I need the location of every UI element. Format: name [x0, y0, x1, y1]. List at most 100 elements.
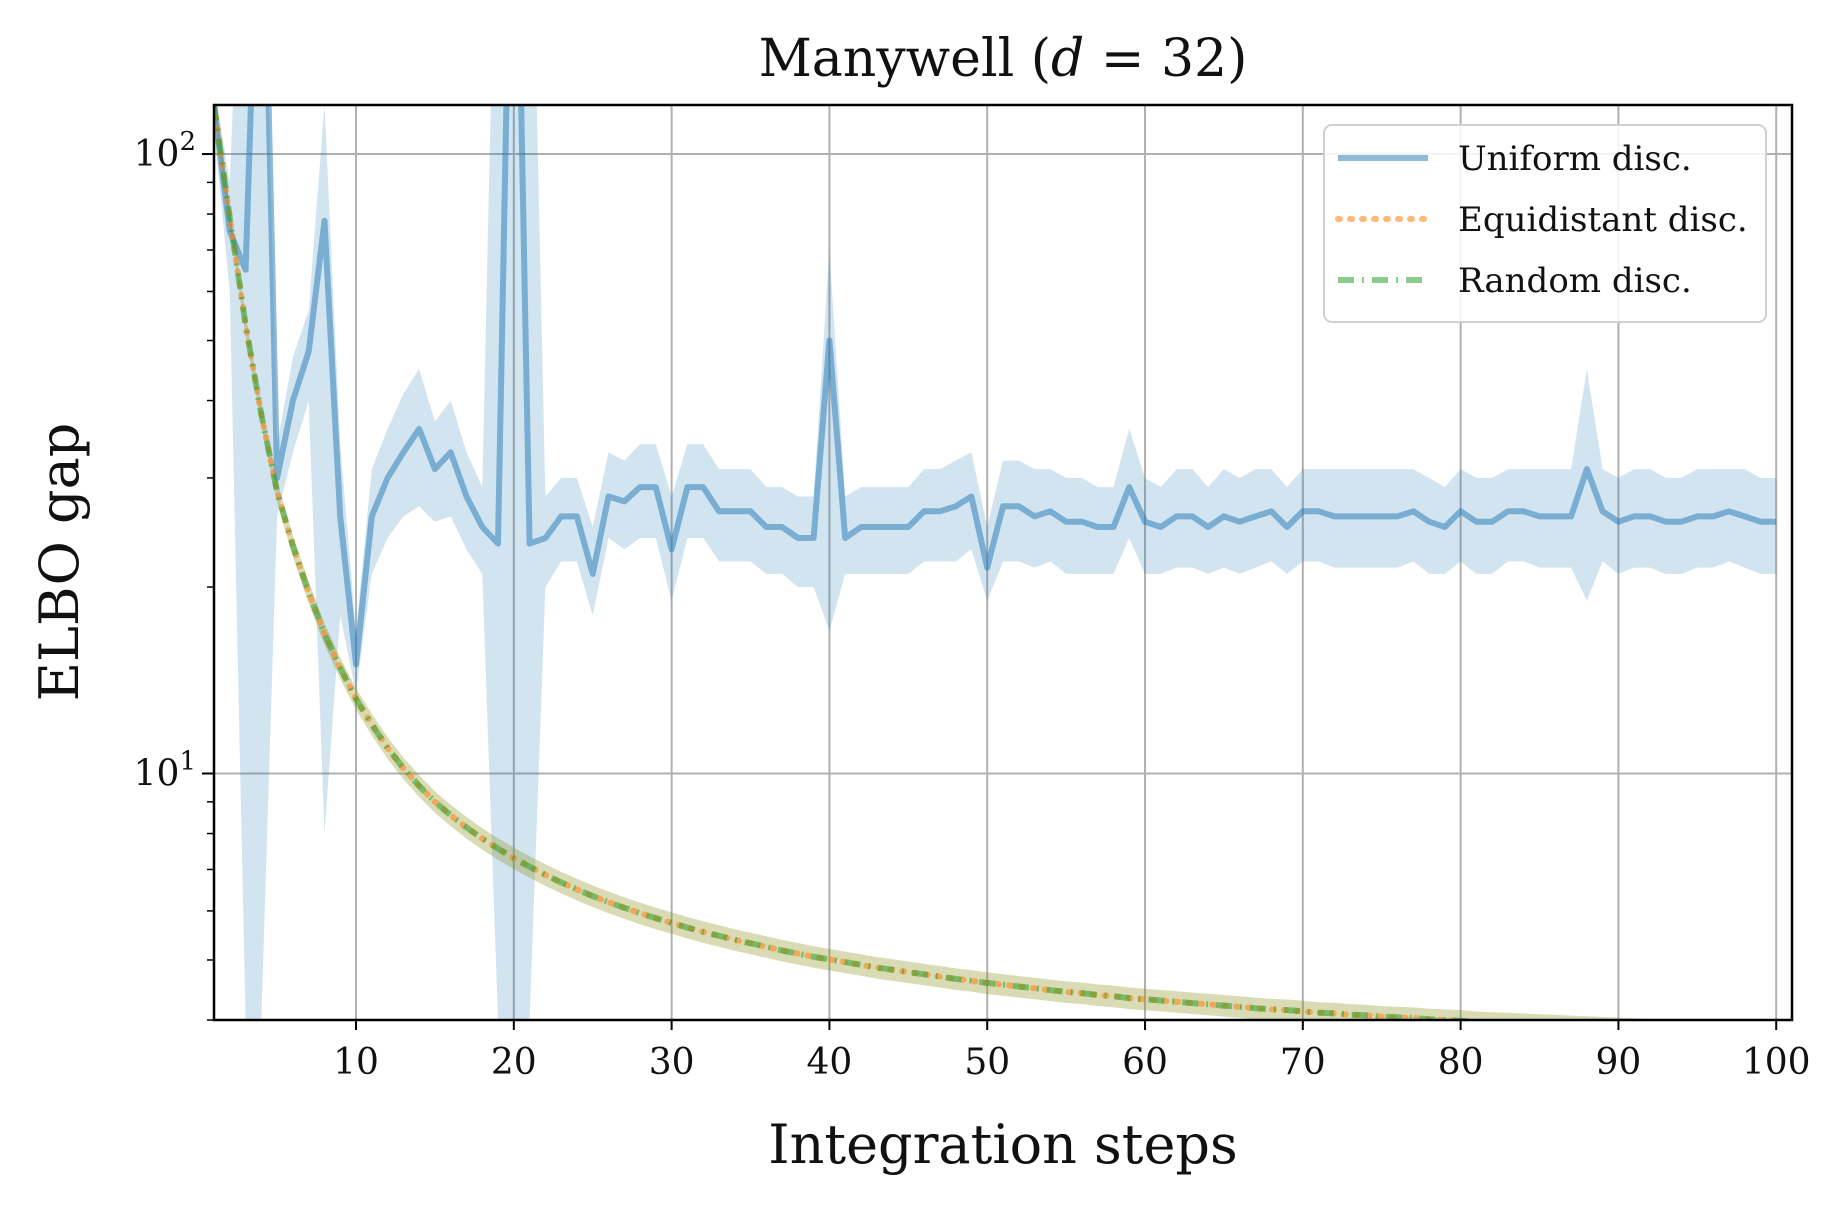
x-tick-label-80: 80 — [1438, 1042, 1484, 1083]
point-series-0-92 — [1648, 514, 1652, 518]
plot-frame — [212, 103, 1794, 1022]
point-series-0-40 — [827, 339, 831, 343]
x-tick-label-40: 40 — [807, 1042, 853, 1083]
point-series-0-65 — [1222, 514, 1226, 518]
point-series-0-52 — [1017, 504, 1021, 508]
point-series-1-88 — [1585, 1025, 1589, 1029]
legend-label-random: Random disc. — [1458, 261, 1692, 301]
point-series-0-88 — [1585, 467, 1589, 471]
point-series-2-36 — [764, 945, 768, 949]
point-series-0-14 — [417, 427, 421, 431]
point-series-2-55 — [1064, 990, 1068, 994]
point-series-2-29 — [654, 916, 658, 920]
point-series-2-97 — [1727, 1031, 1731, 1035]
point-series-0-36 — [764, 525, 768, 529]
point-series-0-3 — [244, 268, 248, 272]
point-series-0-45 — [906, 525, 910, 529]
point-series-0-93 — [1664, 520, 1668, 524]
point-series-0-17 — [465, 495, 469, 499]
lines-layer — [214, 105, 1778, 1037]
point-series-0-90 — [1616, 520, 1620, 524]
point-series-0-16 — [449, 450, 453, 454]
point-series-2-53 — [1033, 986, 1037, 990]
point-series-2-82 — [1490, 1021, 1494, 1025]
point-series-2-52 — [1017, 985, 1021, 989]
point-series-2-95 — [1695, 1030, 1699, 1034]
point-series-2-5 — [275, 490, 279, 494]
point-series-2-18 — [480, 837, 484, 841]
point-series-0-70 — [1301, 509, 1305, 513]
point-series-2-6 — [291, 544, 295, 548]
point-series-0-50 — [985, 566, 989, 570]
point-series-0-9 — [338, 514, 342, 518]
point-series-0-77 — [1411, 509, 1415, 513]
point-series-2-25 — [591, 894, 595, 898]
point-series-0-71 — [1317, 509, 1321, 513]
point-series-2-96 — [1711, 1030, 1715, 1034]
point-series-1-98 — [1743, 1031, 1747, 1035]
point-series-0-35 — [749, 509, 753, 513]
point-series-2-71 — [1317, 1011, 1321, 1015]
point-series-0-31 — [685, 485, 689, 489]
point-series-0-47 — [938, 509, 942, 513]
x-tick-label-50: 50 — [964, 1042, 1010, 1083]
point-series-2-26 — [607, 900, 611, 904]
point-series-2-59 — [1127, 996, 1131, 1000]
point-series-0-39 — [812, 536, 816, 540]
point-series-2-37 — [780, 949, 784, 953]
point-series-2-69 — [1285, 1008, 1289, 1012]
point-series-2-65 — [1222, 1004, 1226, 1008]
point-series-2-72 — [1332, 1011, 1336, 1015]
point-series-2-28 — [638, 911, 642, 915]
point-series-0-95 — [1695, 514, 1699, 518]
line-series-0 — [214, 105, 1777, 668]
point-series-0-63 — [1190, 514, 1194, 518]
point-series-0-84 — [1522, 509, 1526, 513]
point-series-0-98 — [1743, 514, 1747, 518]
point-series-0-59 — [1127, 485, 1131, 489]
point-series-2-47 — [938, 975, 942, 979]
band-series-0 — [214, 105, 1777, 1020]
point-series-2-58 — [1112, 994, 1116, 998]
point-series-2-21 — [528, 865, 532, 869]
point-series-0-96 — [1711, 514, 1715, 518]
x-tick-label-20: 20 — [491, 1042, 537, 1083]
point-series-0-89 — [1601, 509, 1605, 513]
point-series-0-81 — [1474, 520, 1478, 524]
point-series-2-33 — [717, 934, 721, 938]
point-series-0-11 — [370, 514, 374, 518]
point-series-2-20 — [512, 856, 516, 860]
legend-label-uniform: Uniform disc. — [1458, 139, 1692, 179]
point-series-1-100 — [1774, 1033, 1778, 1037]
x-tick-label-60: 60 — [1122, 1042, 1168, 1083]
point-series-0-87 — [1569, 514, 1573, 518]
point-series-2-60 — [1143, 997, 1147, 1001]
point-series-2-3 — [244, 323, 248, 327]
point-series-2-9 — [338, 666, 342, 670]
point-series-0-86 — [1553, 514, 1557, 518]
point-series-2-63 — [1190, 1001, 1194, 1005]
point-series-2-92 — [1648, 1028, 1652, 1032]
point-series-0-27 — [622, 499, 626, 503]
point-series-2-89 — [1601, 1026, 1605, 1030]
point-series-0-38 — [796, 536, 800, 540]
point-series-0-21 — [528, 542, 532, 546]
ticks-layer: 10 20 30 40 50 60 70 80 90 100 101 102 — [134, 127, 1811, 1083]
point-series-2-51 — [1001, 983, 1005, 987]
point-series-2-43 — [875, 966, 879, 970]
point-series-2-57 — [1096, 993, 1100, 997]
point-series-1-91 — [1632, 1027, 1636, 1031]
point-series-2-84 — [1522, 1022, 1526, 1026]
point-series-2-49 — [969, 979, 973, 983]
point-series-0-83 — [1506, 509, 1510, 513]
point-series-0-55 — [1064, 520, 1068, 524]
point-series-0-72 — [1332, 514, 1336, 518]
point-series-0-80 — [1459, 509, 1463, 513]
point-series-0-37 — [780, 525, 784, 529]
point-series-0-26 — [607, 495, 611, 499]
point-series-2-83 — [1506, 1021, 1510, 1025]
x-tick-label-100: 100 — [1742, 1042, 1811, 1083]
point-series-2-66 — [1238, 1005, 1242, 1009]
point-series-0-100 — [1774, 520, 1778, 524]
